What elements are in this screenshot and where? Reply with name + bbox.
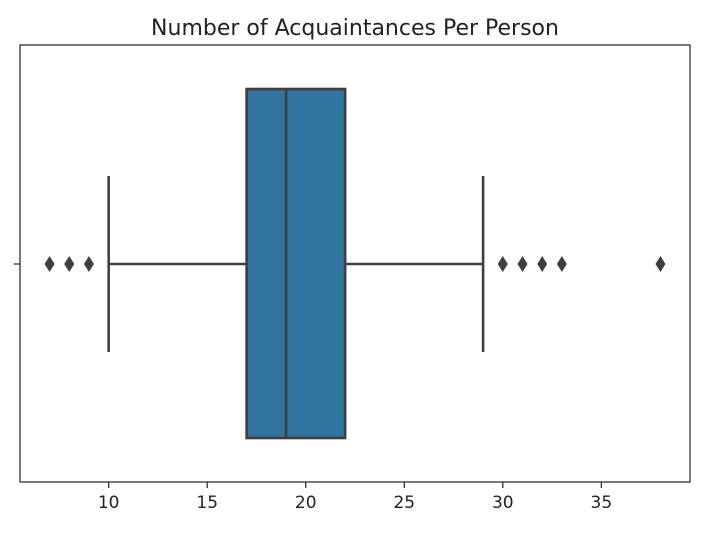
interquartile-box	[245, 87, 347, 440]
outlier-point	[537, 256, 548, 272]
outlier-point	[556, 256, 567, 272]
x-tick-label: 35	[591, 493, 613, 513]
outlier-point	[655, 256, 666, 272]
x-tick-label: 15	[196, 493, 218, 513]
x-tick-label: 25	[393, 493, 415, 513]
box-plot-marks	[44, 87, 666, 440]
outlier-point	[497, 256, 508, 272]
outlier-point	[64, 256, 75, 272]
x-axis: 10 15 20 25 30 35	[98, 482, 612, 513]
chart-title: Number of Acquaintances Per Person	[151, 16, 559, 41]
outlier-point	[517, 256, 528, 272]
outlier-point	[83, 256, 94, 272]
x-tick-label: 30	[492, 493, 514, 513]
x-tick-label: 20	[295, 493, 317, 513]
x-tick-label: 10	[98, 493, 120, 513]
outlier-point	[44, 256, 55, 272]
